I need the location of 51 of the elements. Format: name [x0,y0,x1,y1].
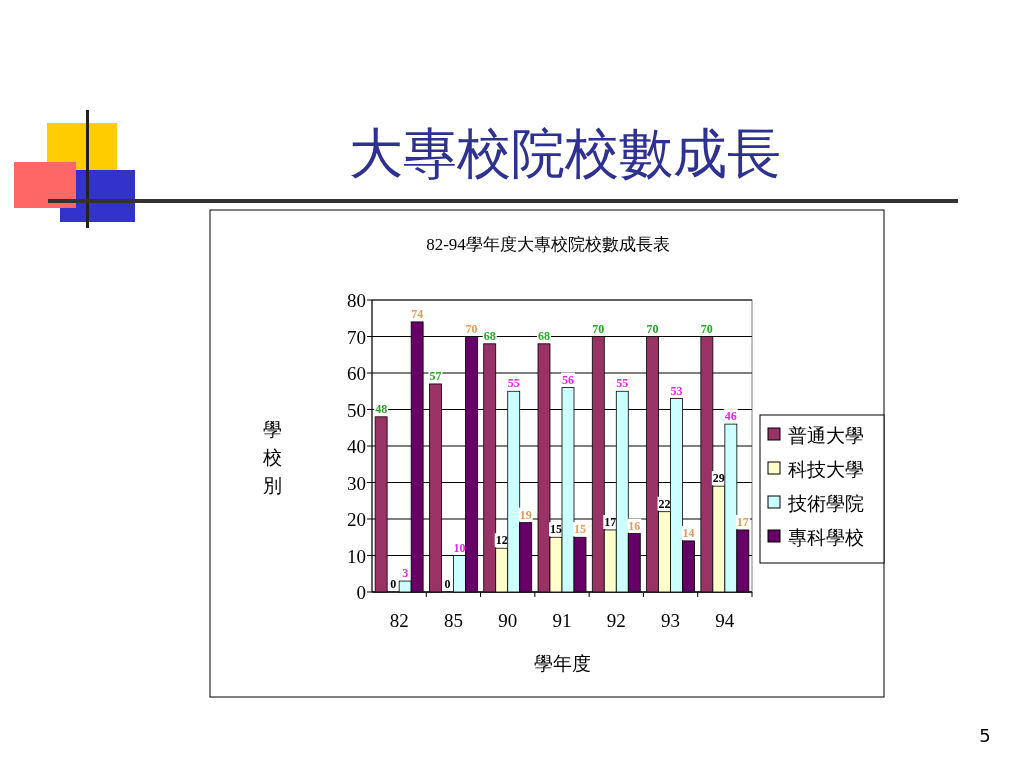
y-tick-label: 60 [347,363,366,384]
x-tick-label: 92 [606,610,626,631]
data-label: 15 [574,522,586,537]
legend-label: 科技大學 [788,459,864,480]
legend-label: 技術學院 [787,493,864,514]
data-label: 46 [724,409,737,424]
y-tick-label: 30 [347,472,366,494]
data-label: 68 [538,328,550,343]
data-label: 0 [444,577,451,591]
y-tick-label: 40 [347,436,366,457]
data-label: 55 [507,376,520,391]
data-label: 16 [628,518,641,533]
data-label: 3 [402,566,409,581]
y-axis-title: 學校別 [261,419,282,496]
x-tick-label: 94 [715,610,735,631]
data-label: 22 [658,496,671,511]
data-label: 48 [375,401,388,416]
data-label: 17 [604,514,617,529]
x-tick-label: 93 [661,610,681,631]
data-label: 0 [390,577,397,591]
data-label: 70 [646,321,659,336]
y-tick-label: 80 [347,290,366,311]
data-label: 19 [519,507,532,522]
data-label: 55 [616,376,629,391]
data-label: 70 [465,321,478,336]
y-tick-label: 70 [347,326,366,348]
data-label: 68 [483,328,496,343]
data-label: 57 [429,368,442,383]
chart-subtitle: 82-94學年度大專校院校數成長表 [426,235,670,254]
data-label: 53 [670,383,683,398]
data-label: 74 [411,306,424,321]
data-label: 56 [562,372,574,387]
text: 5 [979,725,991,746]
legend-label: 專科學校 [788,527,864,548]
legend-label: 普通大學 [788,425,864,446]
x-tick-label: 90 [498,610,518,631]
data-label: 17 [736,514,749,529]
data-label: 10 [453,540,466,555]
x-tick-label: 82 [389,610,409,631]
chart-title: 大專校院校數成長 [349,124,781,184]
data-label: 14 [682,525,695,540]
data-label: 15 [550,522,562,537]
x-tick-label: 91 [552,610,572,631]
x-axis-title: 學年度 [533,653,591,674]
y-tick-label: 0 [356,582,366,603]
y-tick-label: 20 [347,509,366,530]
data-label: 70 [592,321,605,336]
x-tick-label: 85 [443,610,463,631]
data-label: 70 [700,321,713,336]
y-tick-label: 50 [347,399,366,421]
y-tick-label: 10 [347,545,366,567]
